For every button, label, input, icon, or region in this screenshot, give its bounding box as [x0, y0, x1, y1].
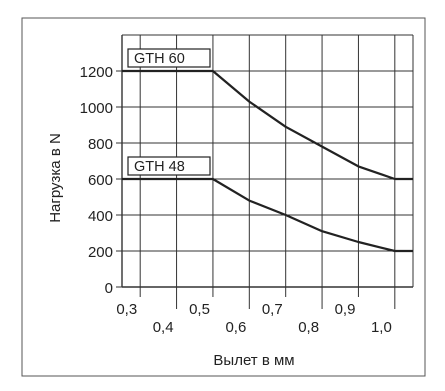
x-tick-label: 0,9	[335, 301, 356, 318]
x-tick-label: 0,6	[225, 319, 246, 336]
x-tick-label: 0,7	[262, 301, 283, 318]
y-axis-label: Нагрузка в N	[47, 133, 64, 223]
series-label: GTH 60	[134, 51, 185, 67]
x-tick-label: 1,0	[371, 319, 392, 336]
x-tick-label: 0,3	[116, 301, 137, 318]
x-axis-label: Вылет в мм	[213, 352, 294, 369]
y-tick-label: 0	[105, 280, 113, 297]
y-tick-label: 200	[88, 244, 113, 261]
y-tick-label: 1000	[80, 100, 113, 117]
x-tick-label: 0,5	[189, 301, 210, 318]
x-tick-label: 0,8	[298, 319, 319, 336]
y-tick-label: 1200	[80, 64, 113, 81]
x-tick-label: 0,4	[153, 319, 174, 336]
y-tick-label: 600	[88, 172, 113, 189]
y-tick-label: 400	[88, 208, 113, 225]
series-label: GTH 48	[134, 159, 185, 175]
y-tick-label: 800	[88, 136, 113, 153]
